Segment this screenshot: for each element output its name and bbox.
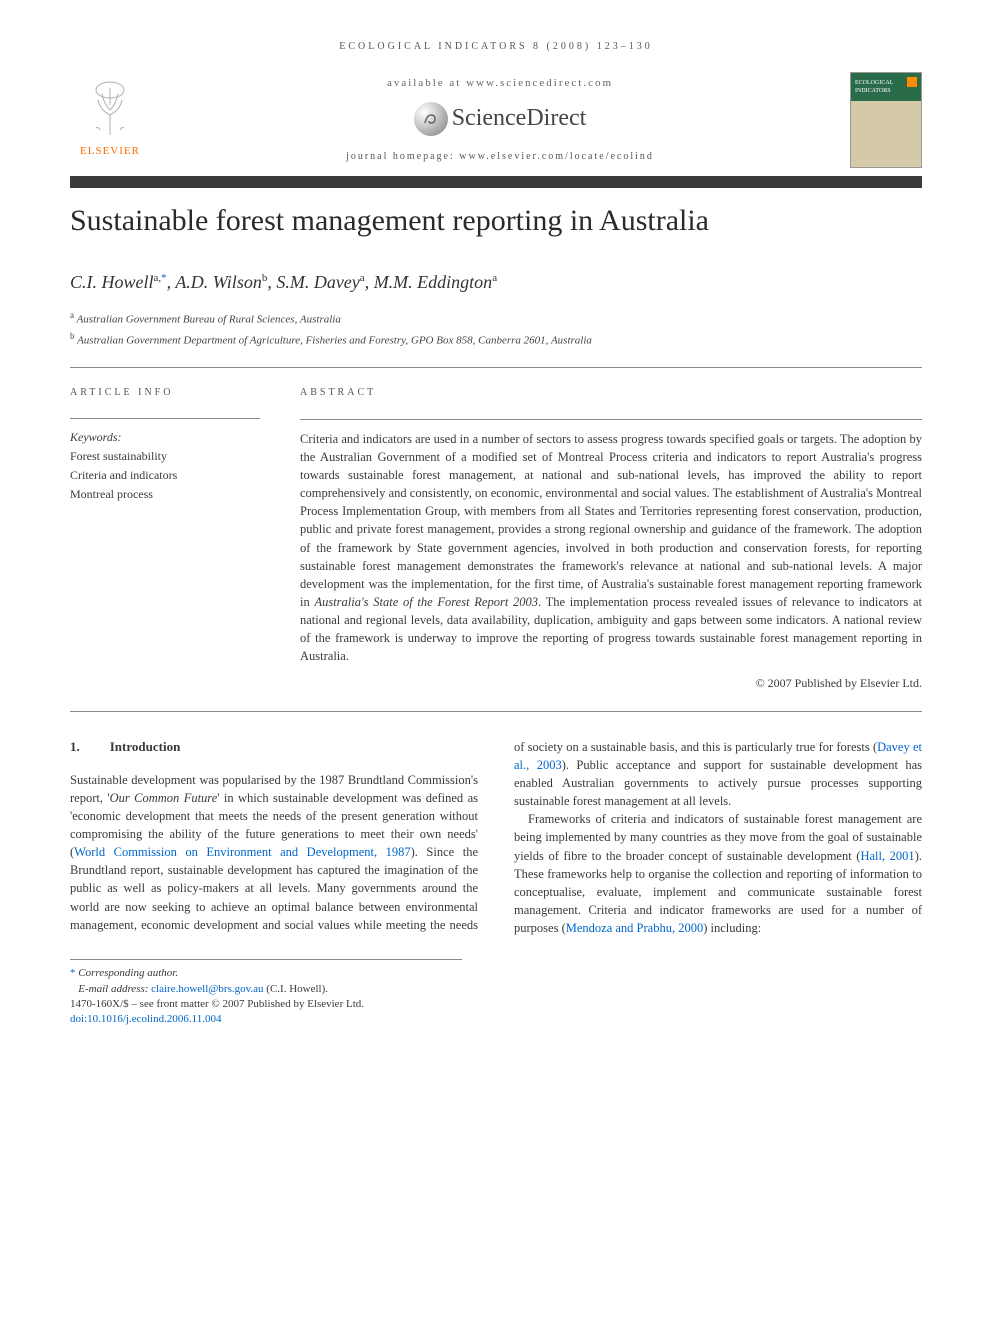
citation-mendoza-2000[interactable]: Mendoza and Prabhu, 2000 — [566, 921, 703, 935]
citation-hall-2001[interactable]: Hall, 2001 — [860, 849, 914, 863]
keywords-heading: Keywords: — [70, 429, 260, 446]
top-rule — [70, 367, 922, 368]
email-who: (C.I. Howell). — [266, 983, 328, 995]
intro-p1d: ). Public acceptance and support for sus… — [514, 758, 922, 808]
abstract-label: ABSTRACT — [300, 386, 922, 401]
masthead-center: available at www.sciencedirect.com Scien… — [150, 76, 850, 163]
author-3: , S.M. Davey — [267, 272, 359, 292]
front-matter-line: 1470-160X/$ – see front matter © 2007 Pu… — [70, 997, 462, 1012]
affil-a-text: Australian Government Bureau of Rural Sc… — [77, 314, 341, 326]
section-1-heading: 1. Introduction — [70, 738, 478, 757]
affil-b-sup: b — [70, 331, 75, 341]
corresponding-email[interactable]: claire.howell@brs.gov.au — [151, 983, 263, 995]
section-1-title: Introduction — [110, 738, 181, 757]
elsevier-logo: ELSEVIER — [70, 80, 150, 159]
email-line: E-mail address: claire.howell@brs.gov.au… — [70, 982, 462, 997]
intro-p2c: ) including: — [703, 921, 761, 935]
affiliation-b: b Australian Government Department of Ag… — [70, 330, 922, 349]
sciencedirect-logo: ScienceDirect — [414, 102, 587, 136]
author-1: C.I. Howell — [70, 272, 154, 292]
keyword-3: Montreal process — [70, 486, 260, 503]
affil-a-sup: a — [70, 310, 74, 320]
info-abstract-row: ARTICLE INFO Keywords: Forest sustainabi… — [70, 386, 922, 693]
elsevier-wordmark: ELSEVIER — [70, 144, 150, 159]
available-at-line: available at www.sciencedirect.com — [150, 76, 850, 91]
section-1-number: 1. — [70, 738, 80, 757]
cover-title-text: ECOLOGICAL INDICATORS — [855, 79, 921, 96]
journal-cover-thumbnail: ECOLOGICAL INDICATORS — [850, 72, 922, 168]
author-4-affil-sup: a — [492, 272, 497, 284]
footnotes: * Corresponding author. E-mail address: … — [70, 959, 462, 1028]
article-title: Sustainable forest management reporting … — [70, 188, 922, 270]
masthead-row: ELSEVIER available at www.sciencedirect.… — [70, 72, 922, 168]
abstract-text-1: Criteria and indicators are used in a nu… — [300, 432, 922, 609]
footnote-asterisk: * — [70, 967, 76, 979]
authors-line: C.I. Howella,*, A.D. Wilsonb, S.M. Davey… — [70, 270, 922, 295]
author-4: , M.M. Eddington — [365, 272, 493, 292]
affil-b-text: Australian Government Department of Agri… — [77, 335, 592, 347]
intro-p1-ital: Our Common Future — [110, 791, 218, 805]
copyright-line: © 2007 Published by Elsevier Ltd. — [300, 675, 922, 692]
citation-wced-1987[interactable]: World Commission on Environment and Deve… — [74, 845, 410, 859]
keyword-1: Forest sustainability — [70, 448, 260, 465]
sciencedirect-text: ScienceDirect — [452, 102, 587, 136]
author-1-affil-sup: a, — [154, 272, 162, 284]
mid-rule — [70, 711, 922, 712]
corresponding-text: Corresponding author. — [78, 967, 178, 979]
corresponding-author-note: * Corresponding author. — [70, 966, 462, 981]
keyword-2: Criteria and indicators — [70, 467, 260, 484]
body-two-column: 1. Introduction Sustainable development … — [70, 738, 922, 937]
author-2: , A.D. Wilson — [167, 272, 262, 292]
abstract-column: ABSTRACT Criteria and indicators are use… — [300, 386, 922, 693]
journal-header: ECOLOGICAL INDICATORS 8 (2008) 123–130 — [70, 40, 922, 54]
elsevier-tree-icon — [80, 80, 140, 140]
sciencedirect-ball-icon — [414, 102, 448, 136]
article-info-label: ARTICLE INFO — [70, 386, 260, 400]
title-band — [70, 176, 922, 188]
email-label: E-mail address: — [78, 983, 148, 995]
doi-line[interactable]: doi:10.1016/j.ecolind.2006.11.004 — [70, 1012, 462, 1027]
intro-paragraph-2: Frameworks of criteria and indicators of… — [514, 810, 922, 937]
journal-homepage-line: journal homepage: www.elsevier.com/locat… — [150, 150, 850, 164]
article-info-column: ARTICLE INFO Keywords: Forest sustainabi… — [70, 386, 260, 693]
affiliation-a: a Australian Government Bureau of Rural … — [70, 309, 922, 328]
abstract-italic: Australia's State of the Forest Report 2… — [314, 595, 538, 609]
